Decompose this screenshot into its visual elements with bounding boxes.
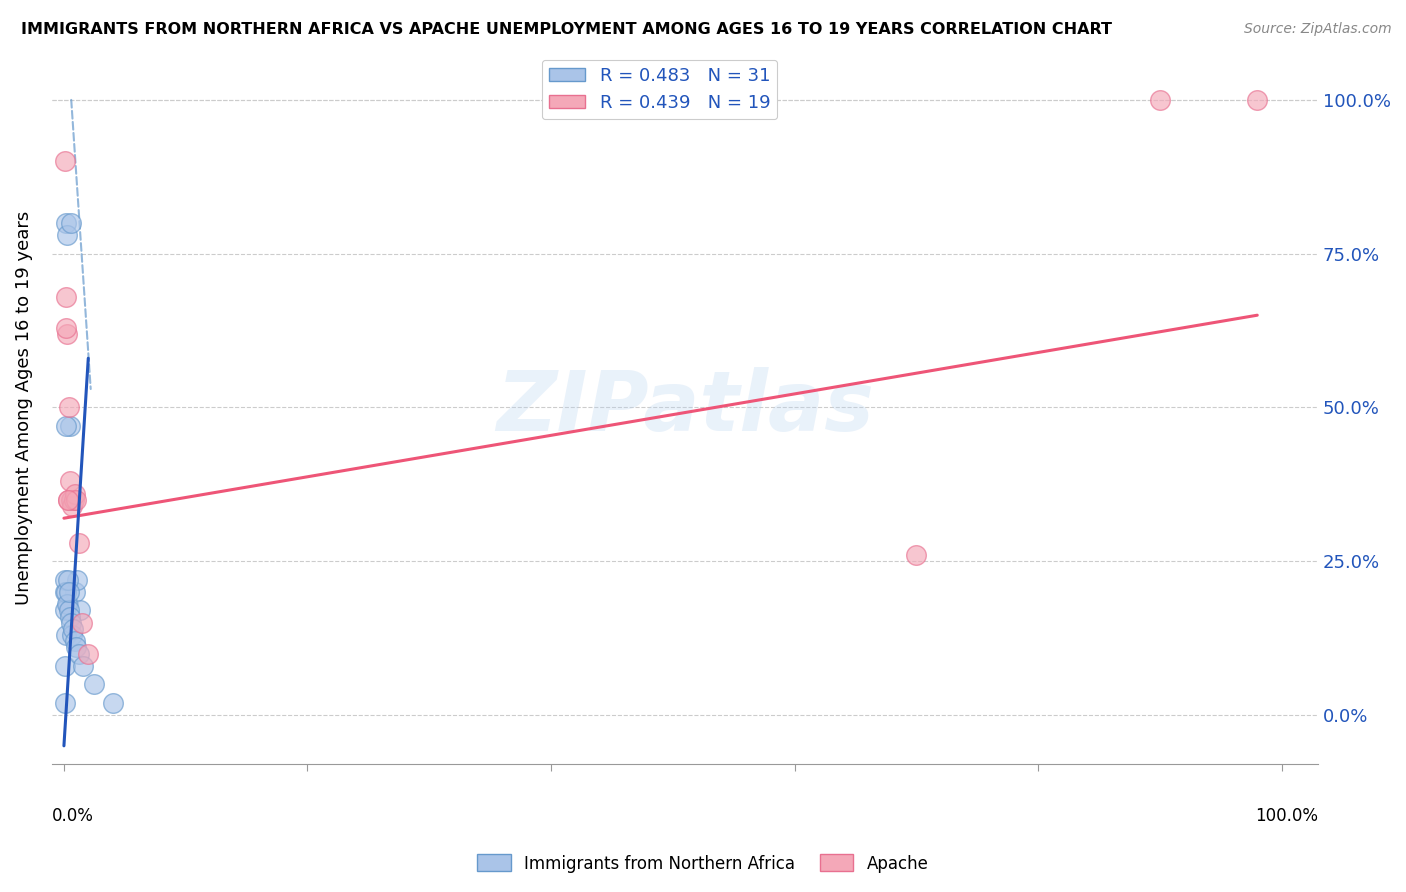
Point [53,154,76,169]
Point [55,573,77,587]
Point [53,603,76,617]
Point [56,573,79,587]
Text: 100.0%: 100.0% [1256,807,1319,825]
Text: IMMIGRANTS FROM NORTHERN AFRICA VS APACHE UNEMPLOYMENT AMONG AGES 16 TO 19 YEARS: IMMIGRANTS FROM NORTHERN AFRICA VS APACH… [21,22,1112,37]
Point [67,536,90,550]
Point [53,658,76,673]
Point [56,492,79,507]
Point [56,326,79,341]
Point [62,492,84,507]
Point [59,475,82,489]
Point [56,492,79,507]
Text: 0.0%: 0.0% [52,807,94,825]
Point [55,320,77,334]
Point [65,492,87,507]
Point [59,609,82,624]
Point [60,628,83,642]
Point [63,634,86,648]
Point [77,647,100,661]
Point [65,640,87,655]
Point [58,401,80,415]
Point [55,418,77,433]
Point [55,290,77,304]
Point [59,418,82,433]
Point [63,585,86,599]
Legend: Immigrants from Northern Africa, Apache: Immigrants from Northern Africa, Apache [471,847,935,880]
Point [62,492,84,507]
Point [55,628,77,642]
Point [63,486,86,500]
Point [67,647,90,661]
Point [62,622,84,636]
Text: ZIPatlas: ZIPatlas [496,367,875,448]
Point [66,573,89,587]
Text: Source: ZipAtlas.com: Source: ZipAtlas.com [1244,22,1392,37]
Point [72,658,94,673]
Point [58,585,80,599]
Point [56,597,79,611]
Point [905,548,928,562]
Point [53,696,76,710]
Point [62,499,84,513]
Point [60,492,83,507]
Point [1246,93,1268,107]
Y-axis label: Unemployment Among Ages 16 to 19 years: Unemployment Among Ages 16 to 19 years [15,211,32,605]
Point [1149,93,1171,107]
Point [55,216,77,230]
Legend: R = 0.483   N = 31, R = 0.439   N = 19: R = 0.483 N = 31, R = 0.439 N = 19 [541,60,778,120]
Point [70,615,93,630]
Point [101,696,124,710]
Point [55,585,77,599]
Point [59,615,82,630]
Point [56,597,79,611]
Point [58,603,80,617]
Point [60,216,83,230]
Point [56,228,79,243]
Point [53,585,76,599]
Point [83,677,105,691]
Point [69,603,91,617]
